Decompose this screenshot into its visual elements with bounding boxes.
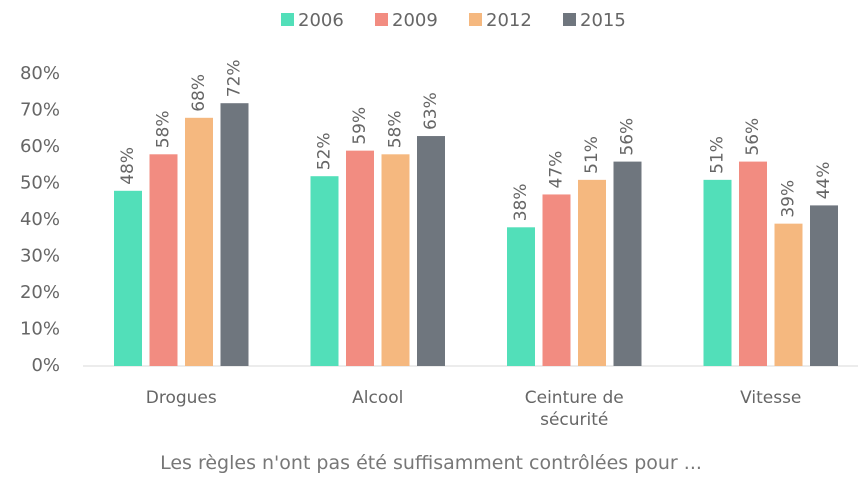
- bar: [220, 103, 249, 366]
- legend-label: 2006: [298, 10, 344, 31]
- y-tick-label: 30%: [20, 246, 60, 267]
- bar: [149, 154, 178, 366]
- data-label: 51%: [708, 136, 728, 174]
- y-tick-label: 10%: [20, 319, 60, 340]
- x-tick-label: Vitesse: [740, 388, 802, 408]
- bar: [810, 205, 838, 366]
- legend-swatch: [563, 13, 576, 26]
- x-axis-title: Les règles n'ont pas été suffisamment co…: [160, 452, 702, 474]
- legend-label: 2012: [486, 10, 532, 31]
- legend-label: 2009: [392, 10, 438, 31]
- bar: [417, 136, 445, 366]
- y-tick-label: 20%: [20, 282, 60, 303]
- y-tick-label: 50%: [20, 173, 60, 194]
- data-label: 48%: [118, 147, 138, 185]
- data-label: 52%: [315, 132, 335, 170]
- bar: [346, 150, 374, 366]
- data-label: 63%: [421, 92, 441, 130]
- bar: [578, 179, 606, 366]
- bar: [310, 176, 339, 366]
- legend-swatch: [375, 13, 388, 26]
- bar: [774, 223, 803, 366]
- data-label: 47%: [547, 151, 567, 189]
- legend-swatch: [281, 13, 294, 26]
- data-label: 72%: [225, 59, 245, 97]
- data-label: 59%: [350, 107, 370, 145]
- legend-label: 2015: [580, 10, 626, 31]
- x-tick-label: Drogues: [145, 388, 217, 408]
- bar: [703, 179, 732, 366]
- y-tick-label: 70%: [20, 100, 60, 121]
- data-label: 68%: [189, 74, 209, 112]
- legend-swatch: [469, 13, 482, 26]
- x-tick-label: Ceinture de sécurité: [524, 388, 624, 430]
- bar: [613, 161, 642, 366]
- y-tick-label: 80%: [20, 63, 60, 84]
- bar: [542, 194, 571, 366]
- x-tick-label: Alcool: [352, 388, 404, 408]
- bar: [381, 154, 410, 366]
- data-label: 56%: [743, 118, 763, 156]
- data-label: 56%: [618, 118, 638, 156]
- bar: [114, 190, 142, 366]
- bar: [507, 227, 535, 366]
- y-tick-label: 60%: [20, 136, 60, 157]
- data-label: 39%: [779, 180, 799, 218]
- bar: [739, 161, 767, 366]
- data-label: 44%: [814, 162, 834, 200]
- bar: [185, 117, 213, 366]
- data-label: 51%: [582, 136, 602, 174]
- y-tick-label: 0%: [31, 355, 60, 376]
- data-label: 58%: [386, 111, 406, 149]
- data-label: 58%: [154, 111, 174, 149]
- y-tick-label: 40%: [20, 209, 60, 230]
- data-label: 38%: [511, 184, 531, 222]
